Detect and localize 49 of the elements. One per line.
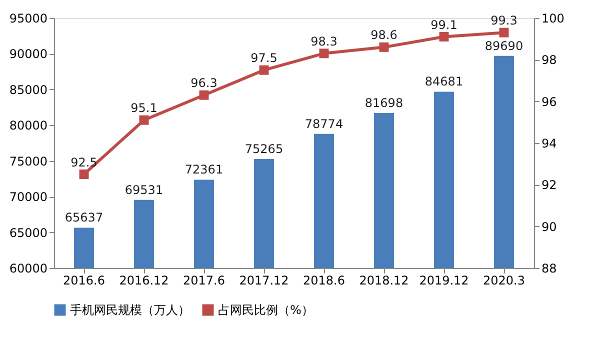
data-label: 96.3	[190, 76, 218, 90]
data-label: 78774	[304, 116, 344, 131]
point	[79, 170, 89, 179]
data-label: 92.5	[70, 155, 98, 170]
y-tick-label: 95000	[9, 12, 48, 26]
data-label: 99.1	[430, 18, 458, 32]
legend-label: 手机网民规模（万人）	[70, 303, 190, 317]
point	[439, 32, 449, 42]
data-label: 89690	[484, 38, 524, 53]
point	[499, 28, 509, 38]
y-tick-label: 70000	[9, 190, 48, 204]
data-label: 69531	[124, 182, 164, 197]
point	[379, 42, 389, 52]
x-tick-label: 2016.12	[119, 274, 169, 288]
x-tick-label: 2020.3	[483, 274, 525, 288]
data-label: 84681	[424, 74, 464, 89]
data-label: 95.1	[130, 101, 158, 116]
y-tick-label: 90000	[9, 47, 48, 62]
y-tick-label: 60000	[9, 262, 48, 276]
x-tick-label: 2017.12	[239, 274, 289, 288]
data-label: 97.5	[250, 51, 278, 66]
x-tick-label: 2016.6	[63, 274, 105, 288]
y2-tick-label: 96	[542, 94, 557, 109]
y-tick-label: 75000	[9, 154, 48, 168]
legend-label: 占网民比例（%）	[218, 303, 314, 317]
data-label: 81698	[364, 96, 404, 110]
point	[259, 65, 269, 75]
data-label: 98.3	[310, 34, 338, 48]
x-tick-label: 2018.6	[303, 274, 345, 288]
point	[319, 48, 329, 58]
data-label: 99.3	[490, 14, 518, 28]
y2-tick-label: 94	[542, 136, 557, 150]
y-tick-label: 65000	[9, 226, 48, 240]
point	[199, 90, 209, 100]
data-label: 72361	[184, 162, 224, 177]
data-label: 98.6	[370, 28, 398, 42]
y-tick-label: 80000	[9, 118, 48, 133]
data-label: 65637	[64, 210, 104, 225]
y2-tick-label: 90	[542, 220, 557, 234]
x-tick-label: 2018.12	[359, 274, 409, 288]
data-label: 75265	[244, 142, 284, 156]
y2-tick-label: 100	[542, 12, 564, 26]
point	[139, 115, 149, 125]
y2-tick-label: 92	[542, 178, 557, 192]
y-tick-label: 85000	[9, 82, 48, 97]
y2-tick-label: 88	[542, 262, 557, 276]
x-tick-label: 2017.6	[183, 274, 225, 288]
y2-tick-label: 98	[542, 53, 557, 68]
x-tick-label: 2019.12	[419, 274, 469, 288]
